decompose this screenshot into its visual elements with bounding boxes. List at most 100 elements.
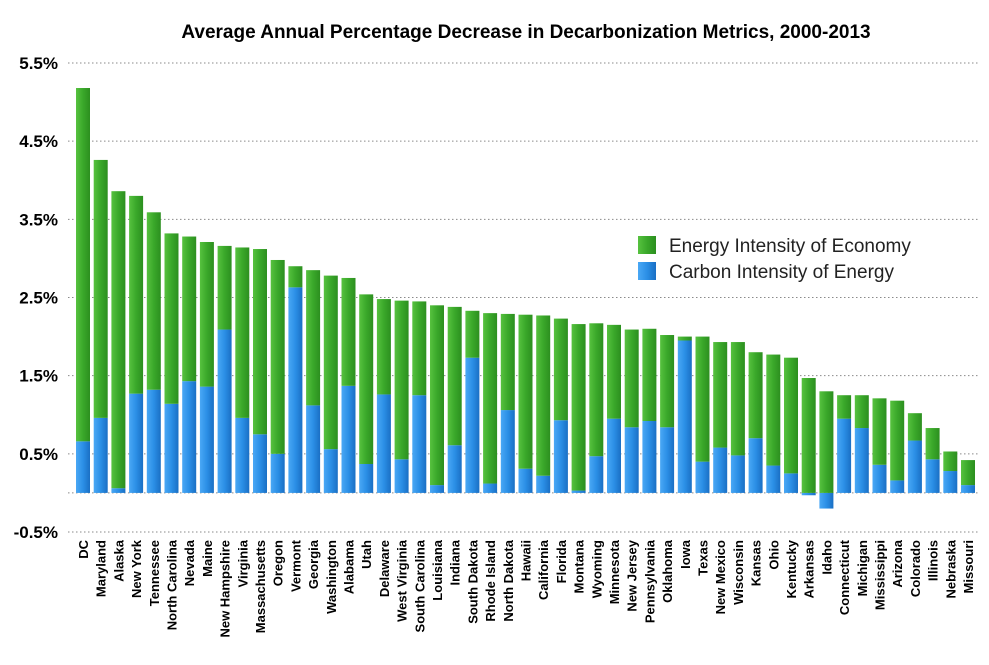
- x-axis-ticks: DC Maryland Alaska New York Tennessee North C…: [76, 539, 976, 637]
- x-tick-label: Connecticut: [837, 539, 852, 615]
- bar-carbon-intensity: [394, 459, 409, 493]
- x-tick-label: Alaska: [111, 539, 126, 582]
- bar-energy-intensity: [801, 378, 816, 493]
- x-tick-label: Missouri: [961, 540, 976, 593]
- bar-energy-intensity: [199, 242, 214, 387]
- bar-energy-intensity: [961, 460, 975, 486]
- bar-energy-intensity: [837, 395, 852, 419]
- x-tick-label: Illinois: [926, 540, 941, 581]
- y-axis-ticks: -0.5% 0.5% 1.5% 2.5% 3.5% 4.5% 5.5%: [14, 54, 58, 542]
- x-tick-label: California: [536, 539, 551, 600]
- x-tick-label: Mississippi: [873, 540, 888, 610]
- bar-energy-intensity: [129, 195, 144, 394]
- bar-carbon-intensity: [483, 483, 498, 493]
- bar-carbon-intensity: [146, 389, 161, 493]
- bar-energy-intensity: [111, 191, 126, 489]
- bar-carbon-intensity: [837, 418, 852, 493]
- x-tick-label: Massachusetts: [253, 540, 268, 633]
- bar-energy-intensity: [819, 391, 834, 493]
- bar-carbon-intensity: [430, 485, 444, 493]
- bar-carbon-intensity: [872, 464, 887, 493]
- x-tick-label: Iowa: [678, 539, 693, 569]
- bar-energy-intensity: [872, 398, 887, 465]
- x-tick-label: Michigan: [855, 540, 870, 596]
- bar-carbon-intensity: [907, 440, 922, 493]
- bar-energy-intensity: [571, 324, 586, 491]
- x-tick-label: Colorado: [908, 540, 923, 597]
- x-tick-label: Nevada: [182, 539, 197, 586]
- bar-energy-intensity: [323, 275, 338, 450]
- bars: [76, 88, 975, 509]
- bar-carbon-intensity: [607, 418, 621, 493]
- bar-energy-intensity: [677, 336, 692, 341]
- bar-carbon-intensity: [306, 405, 321, 493]
- x-tick-label: Minnesota: [607, 539, 622, 604]
- x-tick-label: Hawaii: [519, 540, 534, 581]
- x-tick-label: New Mexico: [713, 540, 728, 614]
- bar-energy-intensity: [713, 342, 728, 448]
- bar-carbon-intensity: [784, 473, 798, 493]
- x-tick-label: Idaho: [819, 540, 834, 575]
- bar-energy-intensity: [925, 428, 940, 460]
- bar-energy-intensity: [589, 323, 604, 457]
- bar-energy-intensity: [695, 336, 710, 462]
- x-tick-label: Rhode Island: [483, 540, 498, 622]
- bar-carbon-intensity: [518, 468, 533, 493]
- bar-energy-intensity: [748, 352, 763, 439]
- bar-energy-intensity: [430, 305, 444, 486]
- bar-carbon-intensity: [854, 428, 869, 493]
- chart-title: Average Annual Percentage Decrease in De…: [181, 22, 870, 43]
- y-tick-label: 0.5%: [19, 445, 58, 464]
- x-tick-label: Maryland: [94, 540, 109, 597]
- bar-carbon-intensity: [961, 485, 975, 493]
- bar-carbon-intensity: [553, 420, 568, 493]
- x-tick-label: Delaware: [377, 540, 392, 597]
- bar-carbon-intensity: [323, 449, 338, 493]
- bar-energy-intensity: [359, 294, 374, 464]
- x-tick-label: North Carolina: [165, 539, 180, 630]
- legend-label: Carbon Intensity of Energy: [669, 262, 894, 283]
- bar-energy-intensity: [518, 314, 533, 469]
- bar-energy-intensity: [164, 233, 179, 404]
- bar-energy-intensity: [270, 259, 285, 454]
- bar-carbon-intensity: [766, 465, 781, 493]
- bar-carbon-intensity: [943, 471, 958, 493]
- bar-energy-intensity: [288, 266, 303, 288]
- bar-carbon-intensity: [164, 403, 179, 493]
- bar-carbon-intensity: [412, 395, 427, 493]
- x-tick-label: New York: [129, 539, 144, 598]
- bar-carbon-intensity: [93, 417, 108, 493]
- x-tick-label: Maine: [200, 540, 215, 577]
- x-tick-label: South Carolina: [412, 539, 427, 632]
- x-tick-label: Oklahoma: [660, 539, 675, 603]
- bar-energy-intensity: [553, 318, 568, 421]
- bar-energy-intensity: [341, 277, 356, 386]
- bar-energy-intensity: [607, 324, 621, 419]
- x-tick-label: Nebraska: [943, 539, 958, 598]
- bar-energy-intensity: [93, 159, 108, 418]
- bar-carbon-intensity: [111, 488, 126, 493]
- bar-carbon-intensity: [465, 357, 480, 493]
- bar-carbon-intensity: [748, 438, 763, 493]
- bar-carbon-intensity: [288, 287, 303, 493]
- bar-carbon-intensity: [819, 492, 834, 509]
- bar-energy-intensity: [217, 245, 232, 330]
- bar-carbon-intensity: [536, 475, 551, 493]
- bar-energy-intensity: [447, 306, 462, 446]
- bar-energy-intensity: [76, 88, 90, 442]
- bar-carbon-intensity: [376, 394, 391, 493]
- x-tick-label: Alabama: [342, 539, 357, 594]
- bar-carbon-intensity: [660, 427, 675, 493]
- bar-energy-intensity: [624, 329, 639, 428]
- bar-energy-intensity: [500, 313, 515, 411]
- y-tick-label: -0.5%: [14, 523, 58, 542]
- bar-energy-intensity: [394, 300, 409, 460]
- bar-carbon-intensity: [677, 340, 692, 493]
- bar-carbon-intensity: [253, 434, 267, 493]
- x-tick-label: Kentucky: [784, 539, 799, 598]
- x-tick-label: Oregon: [271, 540, 286, 586]
- bar-energy-intensity: [376, 299, 391, 395]
- x-tick-label: Montana: [572, 539, 587, 593]
